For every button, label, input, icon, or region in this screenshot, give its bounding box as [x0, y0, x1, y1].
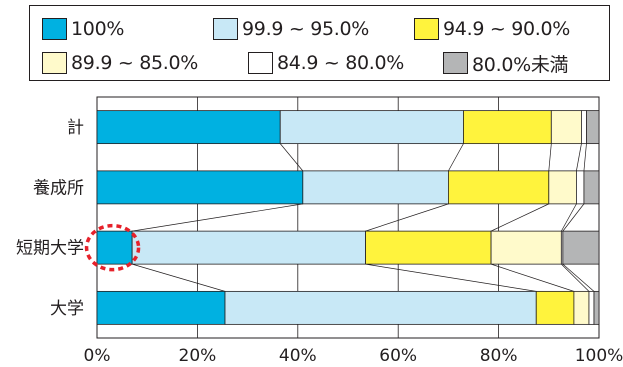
category-label: 大学 — [50, 299, 84, 319]
plot-frame — [96, 96, 600, 339]
bar-segment — [224, 290, 537, 325]
category-label: 養成所 — [33, 178, 84, 198]
connector-layer — [132, 143, 595, 292]
legend-item-89-85: 89.9 ~ 85.0% — [42, 50, 198, 76]
bar-segment — [96, 170, 304, 205]
legend-item-under-80: 80.0%未満 — [443, 50, 569, 76]
connector-line — [562, 203, 585, 232]
legend-label-99-95: 99.9 ~ 95.0% — [242, 18, 370, 40]
x-tick-label: 100% — [575, 346, 623, 366]
bar-layer — [96, 110, 600, 325]
bar-segment — [302, 170, 449, 205]
legend-swatch-100 — [42, 18, 67, 40]
legend-item-94-90: 94.9 ~ 90.0% — [414, 16, 570, 42]
bar-segment — [131, 230, 366, 265]
category-label: 計 — [67, 118, 84, 138]
highlight-circle — [84, 223, 141, 272]
x-tick-label: 40% — [279, 346, 317, 366]
bar-segment — [463, 110, 552, 145]
bar-segment — [490, 230, 562, 265]
bar-segment — [279, 110, 464, 145]
bar-segment — [535, 290, 575, 325]
category-label: 短期大学 — [16, 239, 84, 259]
bar-segment — [581, 110, 587, 145]
legend-label-under-80: 80.0%未満 — [472, 53, 569, 76]
bar-segment — [593, 290, 600, 325]
bar-segment — [96, 290, 226, 325]
connector-line — [448, 143, 464, 172]
bar-segment — [583, 170, 600, 205]
connector-line — [490, 263, 575, 292]
bar-segment — [573, 290, 590, 325]
x-tick-label: 0% — [84, 346, 111, 366]
connector-line — [562, 263, 595, 292]
connector-line — [561, 203, 577, 232]
connector-line — [576, 143, 582, 171]
connector-line — [132, 263, 226, 292]
legend-item-84-80: 84.9 ~ 80.0% — [248, 50, 404, 76]
connector-line — [548, 143, 552, 171]
bar-segment — [365, 230, 492, 265]
bar-segment — [447, 170, 550, 205]
legend-swatch-99-95 — [213, 18, 238, 40]
bar-segment — [586, 110, 600, 145]
connector-line — [490, 203, 549, 232]
bar-segment — [96, 110, 281, 145]
bar-segment — [576, 170, 585, 205]
bar-segment — [548, 170, 577, 205]
highlight-layer — [84, 223, 141, 272]
connector-line — [365, 203, 449, 232]
legend-swatch-94-90 — [414, 18, 439, 40]
connector-line — [279, 143, 304, 172]
legend-label-89-85: 89.9 ~ 85.0% — [71, 52, 199, 74]
legend-label-94-90: 94.9 ~ 90.0% — [443, 18, 571, 40]
bar-segment — [562, 230, 600, 265]
legend-label-100: 100% — [71, 18, 125, 40]
connector-line — [561, 263, 590, 292]
bar-segment — [588, 290, 595, 325]
legend-label-84-80: 84.9 ~ 80.0% — [277, 52, 405, 74]
connector-line — [132, 203, 303, 232]
connector-line — [365, 263, 537, 292]
x-tick-label: 20% — [179, 346, 217, 366]
legend-swatch-84-80 — [248, 52, 273, 74]
bar-segment — [550, 110, 582, 145]
chart-legend: 100% 99.9 ~ 95.0% 94.9 ~ 90.0% 89.9 ~ 85… — [29, 5, 610, 81]
bar-segment — [96, 230, 133, 265]
connector-line — [583, 143, 587, 171]
legend-swatch-89-85 — [42, 52, 67, 74]
x-tick-label: 60% — [379, 346, 417, 366]
legend-item-100: 100% — [42, 16, 124, 42]
legend-swatch-under-80 — [443, 52, 468, 74]
legend-item-99-95: 99.9 ~ 95.0% — [213, 16, 369, 42]
x-tick-label: 80% — [480, 346, 518, 366]
